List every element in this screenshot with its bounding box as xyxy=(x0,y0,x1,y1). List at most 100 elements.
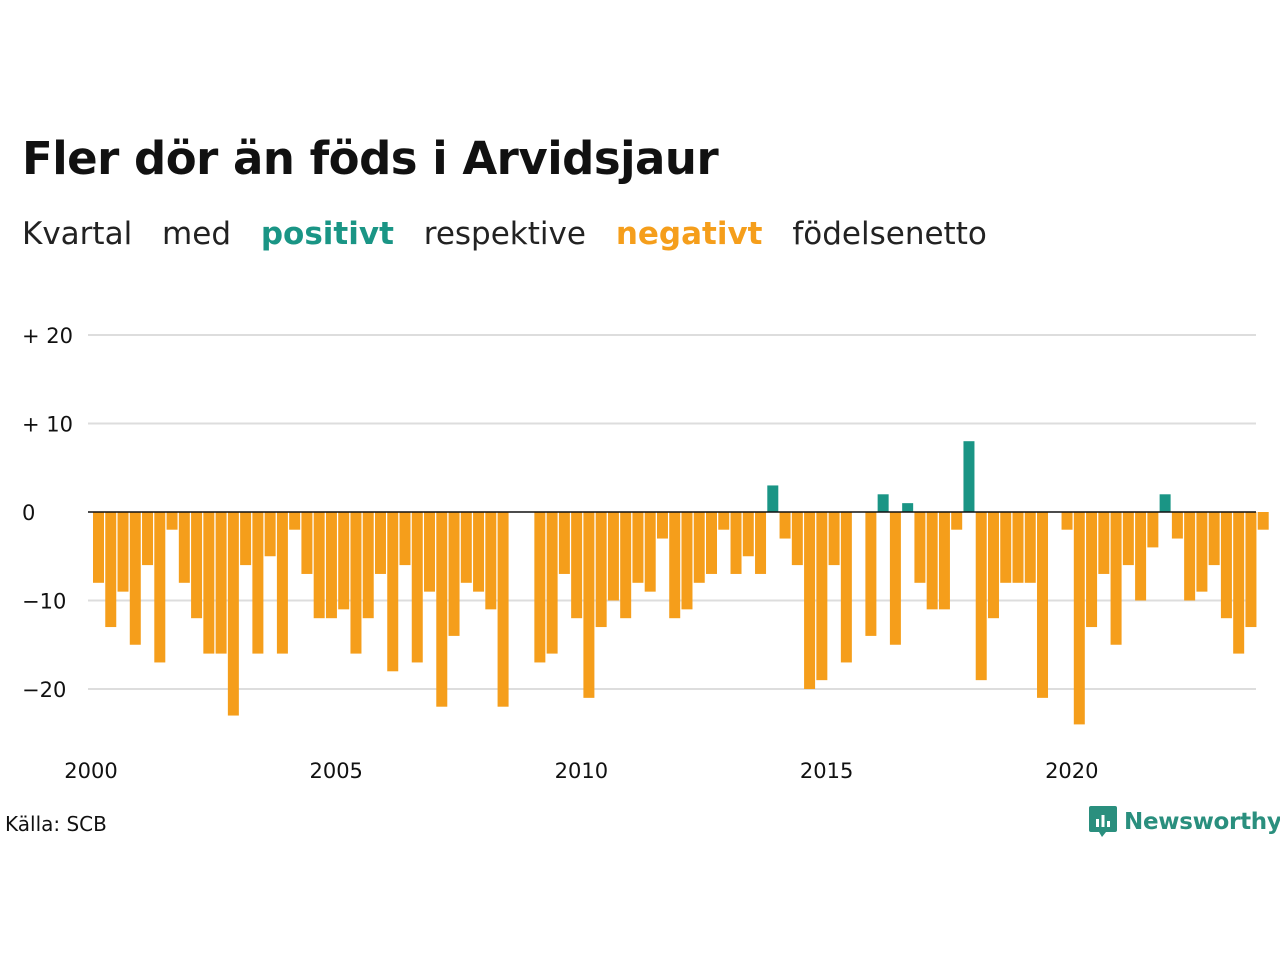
bar xyxy=(1122,512,1134,566)
x-tick-label: 2015 xyxy=(800,759,853,783)
bar xyxy=(178,512,190,583)
bar xyxy=(460,512,472,583)
bar xyxy=(325,512,337,619)
bar xyxy=(387,512,399,672)
bar xyxy=(607,512,619,601)
bar xyxy=(669,512,681,619)
bar xyxy=(215,512,227,654)
bar xyxy=(987,512,999,619)
bar xyxy=(448,512,460,636)
bar xyxy=(1159,494,1171,512)
bar xyxy=(227,512,239,716)
bar xyxy=(142,512,154,566)
bar xyxy=(644,512,656,592)
bar xyxy=(902,503,914,512)
bar xyxy=(362,512,374,619)
x-tick-label: 2000 xyxy=(64,759,117,783)
subtitle-word-with: med xyxy=(162,216,231,252)
bar xyxy=(399,512,411,566)
bar xyxy=(1012,512,1024,583)
bar xyxy=(693,512,705,583)
y-tick-label: + 10 xyxy=(22,413,73,437)
bar xyxy=(963,441,975,512)
bar xyxy=(791,512,803,566)
bar xyxy=(926,512,938,610)
bar xyxy=(485,512,497,610)
source-note: Källa: SCB xyxy=(5,812,107,836)
bar xyxy=(779,512,791,539)
bar xyxy=(93,512,104,583)
bar xyxy=(252,512,264,654)
bar xyxy=(706,512,717,574)
bar xyxy=(411,512,423,663)
bar xyxy=(632,512,644,583)
bar xyxy=(656,512,668,539)
bar xyxy=(154,512,166,663)
bar xyxy=(166,512,178,530)
bar xyxy=(1037,512,1049,698)
bar xyxy=(1073,512,1085,725)
bar xyxy=(865,512,877,636)
bar xyxy=(595,512,607,628)
bar xyxy=(546,512,558,654)
chart-subtitle: Kvartal med positivt respektive negativt… xyxy=(22,216,1005,252)
bar xyxy=(374,512,386,574)
bar xyxy=(1245,512,1257,628)
bar xyxy=(1086,512,1098,628)
newsworthy-logo-icon xyxy=(1089,806,1117,837)
bar xyxy=(105,512,117,628)
bar xyxy=(975,512,987,681)
x-tick-label: 2010 xyxy=(555,759,608,783)
bar xyxy=(1257,512,1269,530)
bar xyxy=(730,512,742,574)
bar xyxy=(877,494,889,512)
bar xyxy=(129,512,141,645)
bar xyxy=(203,512,215,654)
bar xyxy=(424,512,436,592)
newsworthy-logo-text: Newsworthy xyxy=(1124,809,1280,835)
bar xyxy=(1233,512,1245,654)
bar xyxy=(840,512,852,663)
bar xyxy=(301,512,313,574)
bar xyxy=(1061,512,1073,530)
subtitle-negative-label: negativt xyxy=(615,216,763,252)
bar xyxy=(1171,512,1183,539)
bar xyxy=(718,512,730,530)
bar xyxy=(191,512,203,619)
bar xyxy=(1024,512,1036,583)
bar xyxy=(350,512,362,654)
x-tick-label: 2020 xyxy=(1045,759,1098,783)
chart-title: Fler dör än föds i Arvidsjaur xyxy=(22,132,719,185)
bar xyxy=(289,512,301,530)
bar xyxy=(1000,512,1012,583)
bar xyxy=(338,512,350,610)
bar xyxy=(571,512,583,619)
bar xyxy=(804,512,816,689)
bar xyxy=(1147,512,1159,548)
bar xyxy=(117,512,129,592)
subtitle-word-respectively: respektive xyxy=(423,216,586,252)
bar xyxy=(1220,512,1232,619)
bar xyxy=(1196,512,1208,592)
x-tick-label: 2005 xyxy=(309,759,362,783)
y-tick-label: + 20 xyxy=(22,324,73,348)
bar xyxy=(497,512,509,707)
bar-chart: + 20 + 10 0 −10 −20 2000 2005 2010 2015 2020 xyxy=(22,324,1269,783)
bar xyxy=(1110,512,1122,645)
bar xyxy=(264,512,276,557)
bar xyxy=(742,512,754,557)
bar xyxy=(276,512,288,654)
bar xyxy=(816,512,828,681)
bar xyxy=(534,512,546,663)
bar xyxy=(1208,512,1220,566)
bar xyxy=(558,512,570,574)
bar xyxy=(1184,512,1196,601)
y-tick-label: 0 xyxy=(22,501,35,525)
bar xyxy=(583,512,595,698)
subtitle-word-quarters: Kvartal xyxy=(22,216,133,252)
bar xyxy=(681,512,693,610)
subtitle-positive-label: positivt xyxy=(260,216,394,252)
bar xyxy=(914,512,926,583)
newsworthy-logo: Newsworthy xyxy=(1088,804,1280,840)
bar xyxy=(889,512,901,645)
